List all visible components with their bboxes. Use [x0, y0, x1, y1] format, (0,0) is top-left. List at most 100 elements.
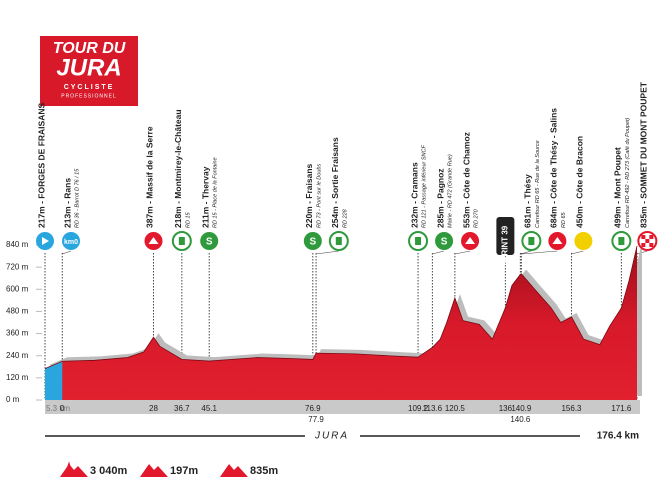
y-tick-label: 720 m [6, 262, 29, 271]
waypoint-connector [571, 250, 584, 255]
icon-glyph [649, 235, 654, 239]
logo-text: CYCLISTE [64, 84, 115, 91]
waypoint-note: RD 270 [474, 208, 480, 228]
icon-circle [574, 232, 593, 250]
waypoint-label: 232m - Cramans [409, 162, 419, 228]
neutral-area [45, 361, 63, 400]
waypoint-note: Mairie - RD 472 (Grande Rue) [448, 154, 454, 228]
waypoint-note: Carrefour RD 65 - Rue de la Source [535, 140, 541, 228]
waypoint-connector [432, 250, 445, 255]
waypoint-label: 254m - Sortie Fraisans [330, 137, 340, 228]
waypoint-label: 387m - Massif de la Serre [145, 126, 155, 228]
icon-label: S [441, 237, 448, 248]
icon-glyph [148, 237, 159, 244]
waypoint-icon [36, 232, 54, 250]
waypoint-connector [62, 250, 72, 255]
waypoint-label: 499m - Mont Poupet [613, 147, 623, 228]
waypoint-icon [521, 231, 542, 251]
icon-label: S [206, 237, 213, 248]
waypoint-icon: km0 [62, 232, 80, 250]
km-label: 0 [60, 404, 65, 413]
icon-glyph [641, 235, 646, 239]
waypoint-label: 213m - Rans [62, 178, 72, 228]
summary-value: 3 040m [90, 465, 128, 477]
km-label: 5.3 km [46, 404, 70, 413]
waypoint-icon: S [200, 232, 219, 250]
waypoint-connector [520, 250, 532, 255]
waypoint-note: RD 228 [342, 208, 348, 228]
km-label: 136 [499, 404, 513, 413]
y-tick-label: 240 m [6, 351, 29, 360]
km-label: 140.9 [511, 404, 532, 413]
y-tick-label: 600 m [6, 284, 29, 293]
waypoint-note: RD 15 - Place de la Fontaine [213, 157, 219, 228]
icon-glyph [465, 237, 476, 244]
waypoint-label: 285m - Pagnoz [435, 168, 445, 228]
y-tick-label: 0 m [6, 395, 20, 404]
distance-band [45, 400, 640, 414]
summary-icon [220, 464, 248, 477]
waypoint-icon [171, 231, 192, 251]
waypoint-label: 217m - FORGES DE FRAISANS [36, 103, 46, 228]
icon-glyph [552, 237, 563, 244]
waypoint-connector [636, 250, 648, 255]
summary-icon [60, 464, 88, 477]
km-label: 176.4 km [597, 431, 639, 442]
icon-label: S [309, 237, 316, 248]
waypoint-icon [548, 232, 567, 250]
waypoint-note: RD 36 - Barrot D 76 / 15 [74, 168, 80, 228]
logo: TOUR DU JURA CYCLISTE PROFESSIONNEL [40, 36, 138, 106]
waypoint-label: 684m - Côte de Thésy - Salins [549, 108, 559, 228]
icon-circle [303, 232, 322, 250]
summary-arrow [65, 461, 73, 473]
waypoint-icon [328, 231, 349, 251]
sprint-tag [496, 217, 515, 255]
logo-text: TOUR DU [53, 40, 126, 57]
icon-circle [200, 232, 219, 250]
km-label: 120.5 [445, 404, 466, 413]
icon-glyph [649, 243, 654, 247]
icon-glyph [645, 239, 650, 243]
waypoint-note: RD 15 [185, 211, 191, 228]
waypoint-connector [316, 250, 339, 255]
waypoint-icon: S [435, 232, 454, 250]
region-label: JURA [314, 431, 349, 442]
km-label: 28 [149, 404, 158, 413]
sprint-tag-label: SPRINT 39 [500, 225, 509, 266]
km-label: 171.6 [611, 404, 632, 413]
icon-glyph [335, 237, 342, 245]
waypoint-label: 211m - Thervay [200, 166, 210, 228]
icon-label: km0 [64, 239, 78, 246]
waypoint-note: RD 65 [561, 211, 567, 228]
waypoint-note: Carrefour RD 492 - RD 273 (Café du Poupe… [625, 117, 631, 228]
profile-line [44, 245, 638, 369]
waypoint-label: 681m - Thésy [523, 174, 533, 228]
summary-value: 835m [250, 465, 278, 477]
waypoint-icon [461, 232, 480, 250]
waypoint-label: 835m - SOMMET DU MONT POUPET [639, 81, 649, 228]
waypoint-icon [144, 232, 163, 250]
waypoint-label: 450m - Côte de Bracon [575, 136, 585, 228]
summary-value: 197m [170, 465, 198, 477]
waypoint-note: RD 73 - Pont sur le Doubs [316, 164, 322, 228]
y-tick-label: 360 m [6, 329, 29, 338]
km-label: 109.2 [408, 404, 429, 413]
waypoint-icon [574, 232, 593, 250]
icon-glyph [415, 237, 422, 245]
waypoint-icon [611, 231, 632, 251]
icon-glyph [641, 243, 646, 247]
waypoint-note: RD 121 - Passage inférieur SNCF [422, 145, 428, 228]
icon-glyph [42, 237, 49, 245]
icon-circle [62, 232, 80, 250]
waypoint-icon [637, 231, 658, 251]
y-tick-label: 120 m [6, 373, 29, 382]
km-label: 45.1 [201, 404, 217, 413]
km-label: 77.9 [308, 415, 324, 424]
logo-text: JURA [56, 54, 121, 81]
logo-box [40, 36, 138, 106]
waypoint-icon: SPRINT 39 [496, 217, 515, 266]
km-label: 140.6 [510, 415, 531, 424]
icon-glyph [618, 237, 625, 245]
waypoint-icon: S [303, 232, 322, 250]
profile-area [45, 245, 637, 400]
